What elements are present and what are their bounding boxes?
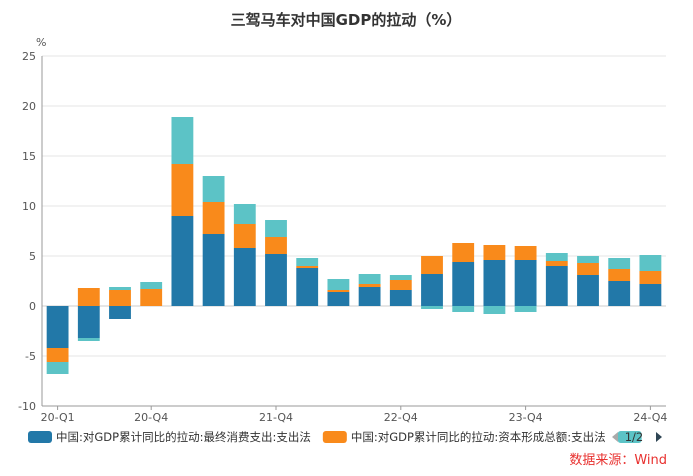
- bar-22-Q1-s1: [296, 266, 319, 268]
- bar-22-Q3-s0: [358, 287, 381, 306]
- bar-20-Q2-s0: [77, 306, 100, 338]
- gridlines: [42, 55, 666, 407]
- bar-22-Q3-s2: [358, 274, 381, 284]
- axes: -10 -5 0 5 10 15 20 25 20-Q1 20-Q4 21-Q4 22-Q4 23-Q4…: [18, 50, 667, 424]
- bar-21-Q1-s2: [171, 117, 194, 164]
- bar-24-Q3-s2: [608, 258, 631, 269]
- bar-24-Q1-s2: [545, 253, 568, 261]
- legend-swatch[interactable]: [28, 431, 52, 443]
- bar-24-Q2-s2: [577, 256, 599, 263]
- bar-23-Q4-s1: [514, 246, 537, 260]
- bar-21-Q4-s1: [265, 237, 287, 254]
- bar-23-Q4-s2: [514, 306, 537, 312]
- y-tick-label: 10: [22, 200, 36, 213]
- bar-22-Q4-s0: [389, 290, 412, 306]
- bar-24-Q3-s0: [608, 281, 631, 306]
- bar-21-Q3-s2: [233, 204, 256, 224]
- x-tick-label: 20-Q1: [41, 411, 75, 424]
- legend-prev-icon[interactable]: [612, 432, 618, 442]
- bar-23-Q1-s0: [421, 274, 443, 306]
- legend-label[interactable]: 中国:对GDP累计同比的拉动:资本形成总额:支出法: [351, 430, 606, 444]
- bar-20-Q4-s1: [140, 289, 163, 306]
- bar-21-Q4-s2: [265, 220, 287, 237]
- bar-21-Q2-s2: [202, 176, 225, 202]
- bar-23-Q3-s0: [483, 260, 506, 306]
- bar-23-Q2-s0: [452, 262, 475, 306]
- bar-21-Q1-s1: [171, 164, 194, 216]
- y-tick-label: 20: [22, 100, 36, 113]
- legend-label[interactable]: 中国:对GDP累计同比的拉动:最终消费支出:支出法: [56, 430, 311, 444]
- bar-20-Q3-s1: [109, 290, 131, 306]
- bar-22-Q1-s0: [296, 268, 319, 306]
- legend-next-icon[interactable]: [656, 432, 662, 442]
- y-tick-label: 25: [22, 50, 36, 63]
- bar-20-Q1-s1: [46, 348, 69, 362]
- bar-20-Q4-s2: [140, 282, 163, 289]
- bar-series: [46, 117, 662, 374]
- legend: 中国:对GDP累计同比的拉动:最终消费支出:支出法 中国:对GDP累计同比的拉动:…: [28, 430, 662, 444]
- y-tick-label: -5: [25, 350, 36, 363]
- bar-20-Q2-s2: [77, 338, 100, 341]
- y-axis-unit: %: [36, 36, 46, 49]
- bar-21-Q4-s0: [265, 254, 287, 306]
- bar-24-Q4-s1: [639, 271, 662, 284]
- y-tick-label: -10: [18, 400, 36, 413]
- x-tick-label: 20-Q4: [134, 411, 168, 424]
- bar-21-Q3-s0: [233, 248, 256, 306]
- x-tick-label: 21-Q4: [259, 411, 293, 424]
- data-source-label: 数据来源：Wind: [569, 453, 667, 468]
- x-tick-label: 22-Q4: [384, 411, 418, 424]
- x-tick-label: 23-Q4: [509, 411, 543, 424]
- bar-23-Q1-s2: [421, 306, 443, 309]
- chart-title: 三驾马车对中国GDP的拉动（%）: [231, 11, 462, 29]
- bar-20-Q1-s0: [46, 306, 69, 348]
- bar-22-Q1-s2: [296, 258, 319, 266]
- bar-24-Q2-s0: [577, 275, 599, 306]
- legend-swatch[interactable]: [617, 431, 642, 443]
- y-tick-label: 5: [29, 250, 36, 263]
- legend-page-indicator: 1/2: [625, 430, 644, 444]
- bar-24-Q1-s0: [545, 266, 568, 306]
- bar-23-Q3-s2: [483, 306, 506, 314]
- bar-20-Q3-s0: [109, 306, 131, 319]
- x-tick-label: 24-Q4: [633, 411, 667, 424]
- bar-20-Q3-s2: [109, 287, 131, 290]
- bar-22-Q4-s2: [389, 275, 412, 280]
- bar-22-Q3-s1: [358, 284, 381, 287]
- bar-24-Q4-s2: [639, 255, 662, 271]
- bar-23-Q4-s0: [514, 260, 537, 306]
- bar-22-Q2-s2: [327, 279, 350, 290]
- bar-21-Q2-s1: [202, 202, 225, 234]
- bar-21-Q2-s0: [202, 234, 225, 306]
- y-tick-label: 0: [29, 300, 36, 313]
- bar-22-Q4-s1: [389, 280, 412, 290]
- bar-22-Q2-s1: [327, 290, 350, 292]
- bar-24-Q4-s0: [639, 284, 662, 306]
- bar-20-Q2-s1: [77, 288, 100, 306]
- bar-23-Q2-s1: [452, 243, 475, 262]
- bar-24-Q2-s1: [577, 263, 599, 275]
- y-tick-label: 15: [22, 150, 36, 163]
- bar-23-Q2-s2: [452, 306, 475, 312]
- legend-swatch[interactable]: [322, 431, 347, 443]
- bar-21-Q3-s1: [233, 224, 256, 248]
- bar-23-Q1-s1: [421, 256, 443, 274]
- bar-21-Q1-s0: [171, 216, 194, 306]
- bar-20-Q1-s2: [46, 362, 69, 374]
- bar-24-Q3-s1: [608, 269, 631, 281]
- bar-22-Q2-s0: [327, 292, 350, 306]
- bar-24-Q1-s1: [545, 261, 568, 266]
- bar-23-Q3-s1: [483, 245, 506, 260]
